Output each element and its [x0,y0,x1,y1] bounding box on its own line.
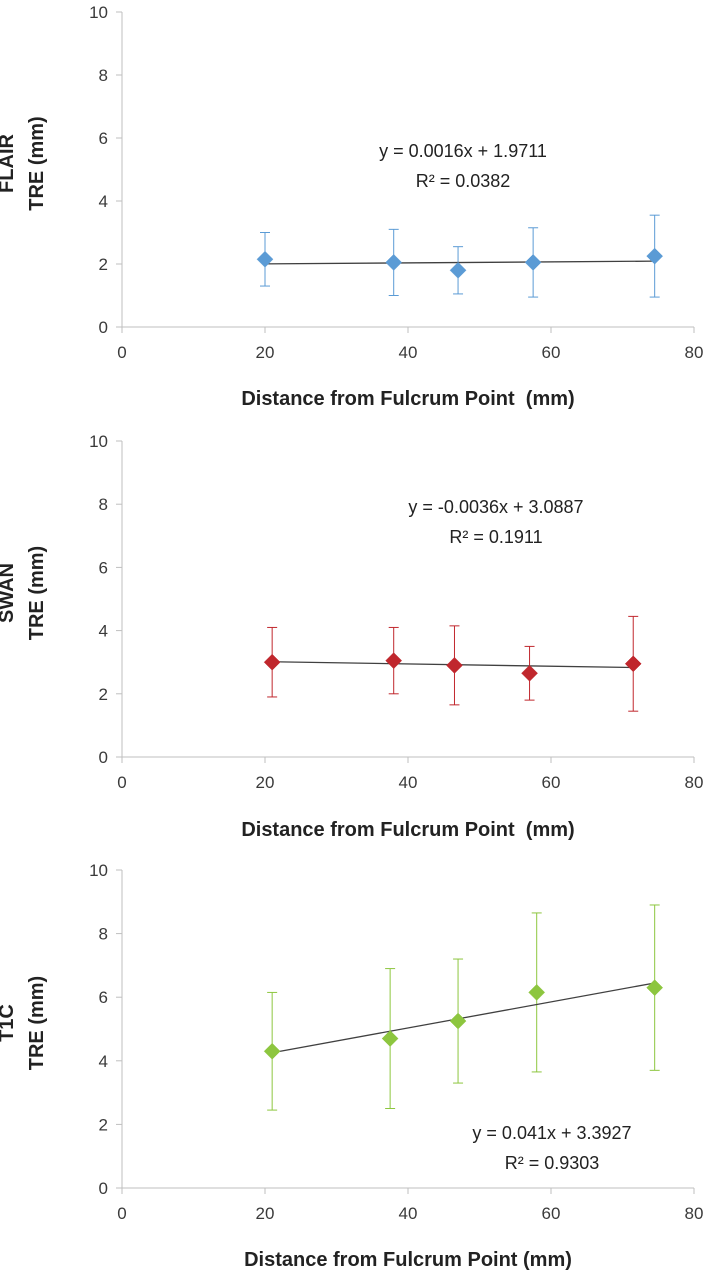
data-point-marker [385,254,403,271]
y-tick-label: 10 [89,432,108,451]
y-axis-title-sequence: SWAN [0,563,18,623]
y-axis-title-unit: TRE (mm) [26,116,48,210]
y-axis-title-sequence: T1C [0,1004,18,1042]
data-point-marker [446,657,463,674]
data-point-marker [449,261,467,279]
x-tick-label: 60 [542,343,561,362]
x-tick-label: 60 [542,1204,561,1223]
data-point-marker [263,653,281,671]
data-point-marker [646,979,664,997]
x-tick-label: 80 [685,1204,704,1223]
trendline [264,260,655,265]
x-tick-label: 60 [542,773,561,792]
y-tick-label: 0 [99,318,108,337]
x-axis-title: Distance from Fulcrum Point (mm) [241,388,574,410]
data-point-marker [263,1042,281,1060]
data-point-marker [528,984,546,1001]
x-tick-label: 20 [256,343,275,362]
data-point-marker [521,664,538,682]
y-tick-label: 6 [99,988,108,1007]
y-tick-label: 0 [99,1179,108,1198]
chart-2: 0 2 4 6 8 10 0 20 40 60 80 Distance from Fulcrum Po… [0,432,703,841]
y-tick-label: 8 [99,66,108,85]
y-tick-label: 6 [99,129,108,148]
data-point-marker [524,254,542,271]
chart-3: 0 2 4 6 8 10 0 20 40 60 80 Distance from Fulcrum Po… [0,861,703,1271]
data-point-marker [624,655,642,673]
x-tick-label: 40 [399,1204,418,1223]
chart-1: 0 2 4 6 8 10 0 20 40 60 80 Distance from Fulcrum Po… [0,3,703,410]
x-tick-label: 0 [117,1204,126,1223]
y-tick-label: 6 [99,558,108,577]
x-tick-label: 80 [685,773,704,792]
y-tick-label: 10 [89,3,108,22]
y-axis-title-unit: TRE (mm) [26,546,48,640]
x-tick-label: 40 [399,343,418,362]
y-axis-title-unit: TRE (mm) [26,976,48,1070]
x-tick-label: 20 [256,1204,275,1223]
y-tick-label: 8 [99,925,108,944]
trendline [272,982,655,1054]
x-tick-label: 80 [685,343,704,362]
x-tick-label: 0 [117,773,126,792]
trendline-equation: y = 0.0016x + 1.9711 [379,141,547,161]
y-tick-label: 4 [99,622,108,641]
y-tick-label: 8 [99,495,108,514]
trendline-equation: y = 0.041x + 3.3927 [472,1123,631,1143]
y-tick-label: 0 [99,748,108,767]
y-tick-label: 2 [99,1115,108,1134]
y-axis-title-sequence: FLAIR [0,134,18,193]
y-tick-label: 2 [99,255,108,274]
x-axis-title: Distance from Fulcrum Point (mm) [244,1249,572,1271]
x-tick-label: 20 [256,773,275,792]
data-point-marker [646,247,664,265]
data-point-marker [256,250,274,268]
r-squared-label: R² = 0.1911 [449,527,542,547]
y-tick-label: 10 [89,861,108,880]
r-squared-label: R² = 0.0382 [416,171,511,191]
x-tick-label: 0 [117,343,126,362]
x-tick-label: 40 [399,773,418,792]
x-axis-title: Distance from Fulcrum Point (mm) [241,819,574,841]
data-point-marker [449,1012,467,1030]
trendline-equation: y = -0.0036x + 3.0887 [408,497,583,517]
r-squared-label: R² = 0.9303 [505,1153,600,1173]
y-tick-label: 4 [99,192,108,211]
data-point-marker [381,1030,399,1047]
y-tick-label: 4 [99,1052,108,1071]
data-point-marker [385,652,403,669]
y-tick-label: 2 [99,685,108,704]
